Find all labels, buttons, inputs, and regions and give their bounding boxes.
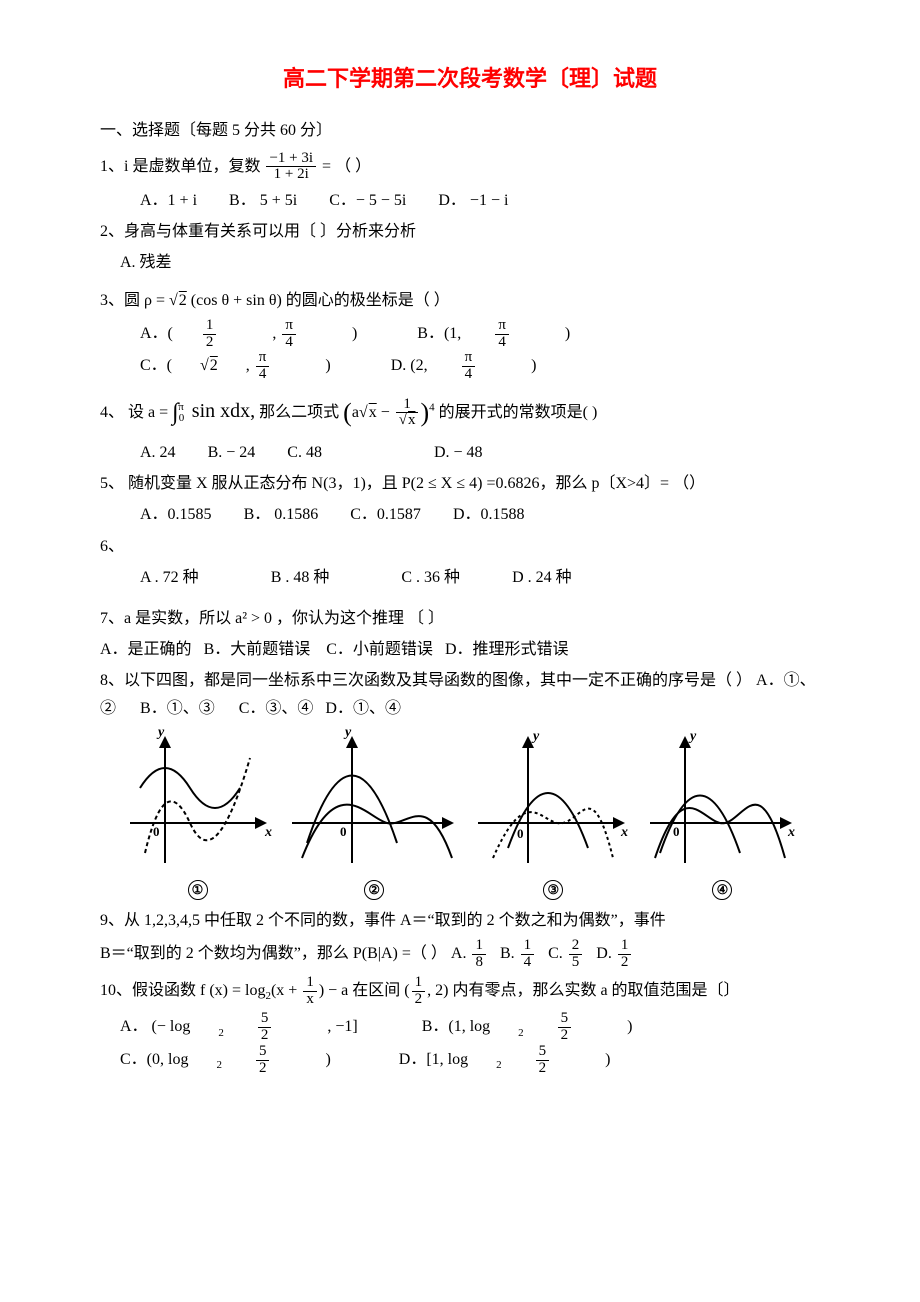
q6-opt-c: C . 36 种: [401, 569, 460, 586]
q5-options: A．0.1585 B． 0.1586 C．0.1587 D．0.1588: [140, 501, 840, 528]
graph-4: y x 0 ④: [645, 728, 800, 904]
q1-options: A．1 + i B． 5 + 5i C．− 5 − 5i D． −1 − i: [140, 187, 840, 214]
q6-opt-b: B . 48 种: [271, 569, 330, 586]
question-5: 5、 随机变量 X 服从正态分布 N(3，1)，且 P(2 ≤ X ≤ 4) =…: [100, 470, 840, 497]
q5-opt-b: B． 0.1586: [244, 506, 319, 523]
svg-text:y: y: [156, 728, 165, 740]
question-10: 10、假设函数 f (x) = log2(x + 1x) − a 在区间 (12…: [100, 975, 840, 1008]
q3-root: 2: [178, 292, 187, 309]
q7-opt-c: C．小前题错误: [326, 641, 433, 658]
q7-options: A．是正确的 B．大前题错误 C．小前题错误 D．推理形式错误: [100, 636, 840, 663]
q9-opt-d: D. 12: [596, 945, 633, 962]
q10-opt-b: B．(1, log2 52): [422, 1018, 661, 1035]
q6-options: A . 72 种 B . 48 种 C . 36 种 D . 24 种: [140, 564, 840, 591]
q1-stem-b: = （ ）: [322, 158, 371, 175]
q4-opt-a: A. 24: [140, 444, 176, 461]
question-9a: 9、从 1,2,3,4,5 中任取 2 个不同的数，事件 A＝“取到的 2 个数…: [100, 907, 840, 934]
q4-options: A. 24 B. − 24 C. 48 D. − 48: [140, 439, 840, 466]
svg-text:0: 0: [673, 824, 680, 839]
q4-stem-b: 那么二项式: [259, 404, 339, 421]
q7-opt-a: A．是正确的: [100, 641, 192, 658]
q4-stem-a: 4、 设 a =: [100, 404, 172, 421]
svg-text:0: 0: [340, 824, 347, 839]
q10-opt-c: C．(0, log2 52): [120, 1051, 359, 1068]
q5-opt-a: A．0.1585: [140, 506, 212, 523]
q1-opt-b: B． 5 + 5i: [229, 192, 297, 209]
q3-opt-a: A．(12, π4): [140, 325, 389, 342]
q10-opt-d: D．[1, log2 52): [399, 1051, 639, 1068]
exam-title: 高二下学期第二次段考数学〔理〕试题: [100, 60, 840, 97]
q8-opt-c: C．③、④: [239, 700, 314, 717]
question-3: 3、圆 ρ = √2 (cos θ + sin θ) 的圆心的极坐标是（ ）: [100, 287, 840, 314]
q10-opt-a: A． (− log2 52, −1]: [120, 1018, 386, 1035]
graph-3: y x 0 ③: [473, 728, 633, 904]
graph-1: y x 0 ①: [120, 728, 275, 904]
q8-graphs: y x 0 ① y 0 ② y x 0 ③ y x 0 ④: [120, 728, 800, 904]
q9-opt-a: A. 18: [451, 945, 488, 962]
q7-opt-d: D．推理形式错误: [445, 641, 569, 658]
graph-1-svg: y x 0: [120, 728, 275, 873]
q8-opt-d: D．①、④: [325, 700, 401, 717]
svg-text:0: 0: [153, 824, 160, 839]
q4-opt-d: D. − 48: [434, 444, 483, 461]
q1-opt-d: D． −1 − i: [438, 192, 508, 209]
svg-text:0: 0: [517, 826, 524, 841]
svg-text:y: y: [688, 729, 697, 744]
q3-stem-a: 3、圆 ρ =: [100, 292, 169, 309]
q3-opt-b: B．(1, π4): [417, 325, 598, 342]
q8-opt-b: B．①、③: [140, 700, 215, 717]
question-2: 2、身高与体重有关系可以用〔 〕分析来分析: [100, 218, 840, 245]
q5-opt-d: D．0.1588: [453, 506, 525, 523]
section-1-heading: 一、选择题〔每题 5 分共 60 分〕: [100, 117, 840, 144]
svg-text:y: y: [343, 728, 352, 740]
graph-3-svg: y x 0: [473, 728, 633, 873]
question-6: 6、: [100, 533, 840, 560]
q3-stem-b: (cos θ + sin θ) 的圆心的极坐标是（ ）: [191, 292, 450, 309]
q6-opt-a: A . 72 种: [140, 569, 199, 586]
question-1: 1、i 是虚数单位，复数 −1 + 3i 1 + 2i = （ ）: [100, 151, 840, 184]
q10-options: A． (− log2 52, −1] B．(1, log2 52) C．(0, …: [120, 1011, 840, 1076]
graph-2: y 0 ②: [287, 728, 462, 904]
question-9b: B＝“取到的 2 个数均为偶数”，那么 P(B|A) =（ ） A. 18 B.…: [100, 938, 840, 971]
q3-opt-d: D. (2, π4): [391, 357, 565, 374]
q1-opt-a: A．1 + i: [140, 192, 197, 209]
q7-opt-b: B．大前题错误: [204, 641, 311, 658]
question-8: 8、以下四图，都是同一坐标系中三次函数及其导函数的图像，其中一定不正确的序号是（…: [100, 667, 840, 721]
q5-opt-c: C．0.1587: [350, 506, 421, 523]
q1-fraction: −1 + 3i 1 + 2i: [266, 151, 316, 184]
q6-opt-d: D . 24 种: [512, 569, 572, 586]
graph-2-svg: y 0: [287, 728, 462, 873]
q3-opt-c: C．(√2, π4): [140, 357, 363, 374]
svg-text:y: y: [531, 729, 540, 744]
q4-opt-c: C. 48: [287, 444, 322, 461]
q1-opt-c: C．− 5 − 5i: [329, 192, 406, 209]
question-4: 4、 设 a = ∫0π sin xdx, 那么二项式 (a√x − 1√x)4…: [100, 391, 840, 435]
svg-text:x: x: [620, 825, 628, 840]
q3-options: A．(12, π4) B．(1, π4) C．(√2, π4) D. (2, π…: [140, 318, 840, 383]
graph-4-svg: y x 0: [645, 728, 800, 873]
q2-opt-a: A. 残差: [120, 249, 840, 276]
svg-text:x: x: [787, 825, 795, 840]
question-7: 7、a 是实数，所以 a² > 0 ，你认为这个推理 〔 〕: [100, 605, 840, 632]
q9-opt-b: B. 14: [500, 945, 536, 962]
q9-opt-c: C. 25: [548, 945, 584, 962]
q1-stem-a: 1、i 是虚数单位，复数: [100, 158, 260, 175]
q4-opt-b: B. − 24: [208, 444, 256, 461]
q4-stem-c: 的展开式的常数项是( ): [439, 404, 598, 421]
svg-text:x: x: [264, 825, 272, 840]
